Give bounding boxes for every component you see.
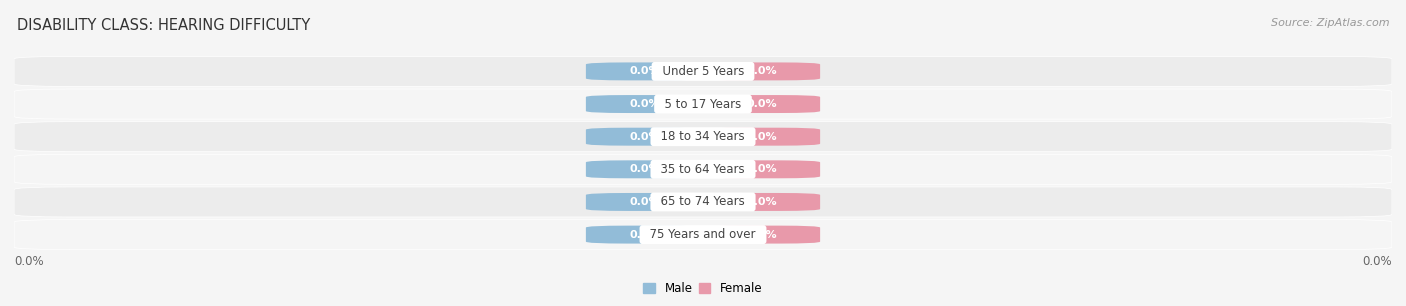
FancyBboxPatch shape [14,220,1392,250]
FancyBboxPatch shape [586,128,703,146]
FancyBboxPatch shape [14,56,1392,86]
FancyBboxPatch shape [703,62,820,80]
Text: 75 Years and over: 75 Years and over [643,228,763,241]
FancyBboxPatch shape [586,226,703,244]
FancyBboxPatch shape [14,89,1392,119]
FancyBboxPatch shape [703,193,820,211]
FancyBboxPatch shape [14,122,1392,152]
Text: 0.0%: 0.0% [747,197,778,207]
FancyBboxPatch shape [14,154,1392,184]
Text: 0.0%: 0.0% [747,132,778,142]
FancyBboxPatch shape [703,226,820,244]
Text: 0.0%: 0.0% [747,164,778,174]
Text: Source: ZipAtlas.com: Source: ZipAtlas.com [1271,18,1389,28]
FancyBboxPatch shape [586,95,703,113]
FancyBboxPatch shape [703,160,820,178]
FancyBboxPatch shape [703,95,820,113]
Text: 0.0%: 0.0% [628,132,659,142]
Text: 35 to 64 Years: 35 to 64 Years [654,163,752,176]
Legend: Male, Female: Male, Female [638,278,768,300]
FancyBboxPatch shape [586,193,703,211]
FancyBboxPatch shape [703,128,820,146]
Text: 0.0%: 0.0% [628,164,659,174]
Text: 18 to 34 Years: 18 to 34 Years [654,130,752,143]
Text: 0.0%: 0.0% [747,230,778,240]
Text: 0.0%: 0.0% [628,66,659,76]
Text: Under 5 Years: Under 5 Years [655,65,751,78]
Text: 0.0%: 0.0% [747,66,778,76]
Text: 0.0%: 0.0% [14,255,44,268]
Text: 0.0%: 0.0% [628,197,659,207]
Text: 0.0%: 0.0% [628,99,659,109]
FancyBboxPatch shape [14,187,1392,217]
Text: 0.0%: 0.0% [1362,255,1392,268]
Text: 0.0%: 0.0% [628,230,659,240]
FancyBboxPatch shape [586,160,703,178]
Text: 0.0%: 0.0% [747,99,778,109]
Text: 5 to 17 Years: 5 to 17 Years [657,98,749,110]
FancyBboxPatch shape [586,62,703,80]
Text: DISABILITY CLASS: HEARING DIFFICULTY: DISABILITY CLASS: HEARING DIFFICULTY [17,18,311,33]
Text: 65 to 74 Years: 65 to 74 Years [654,196,752,208]
